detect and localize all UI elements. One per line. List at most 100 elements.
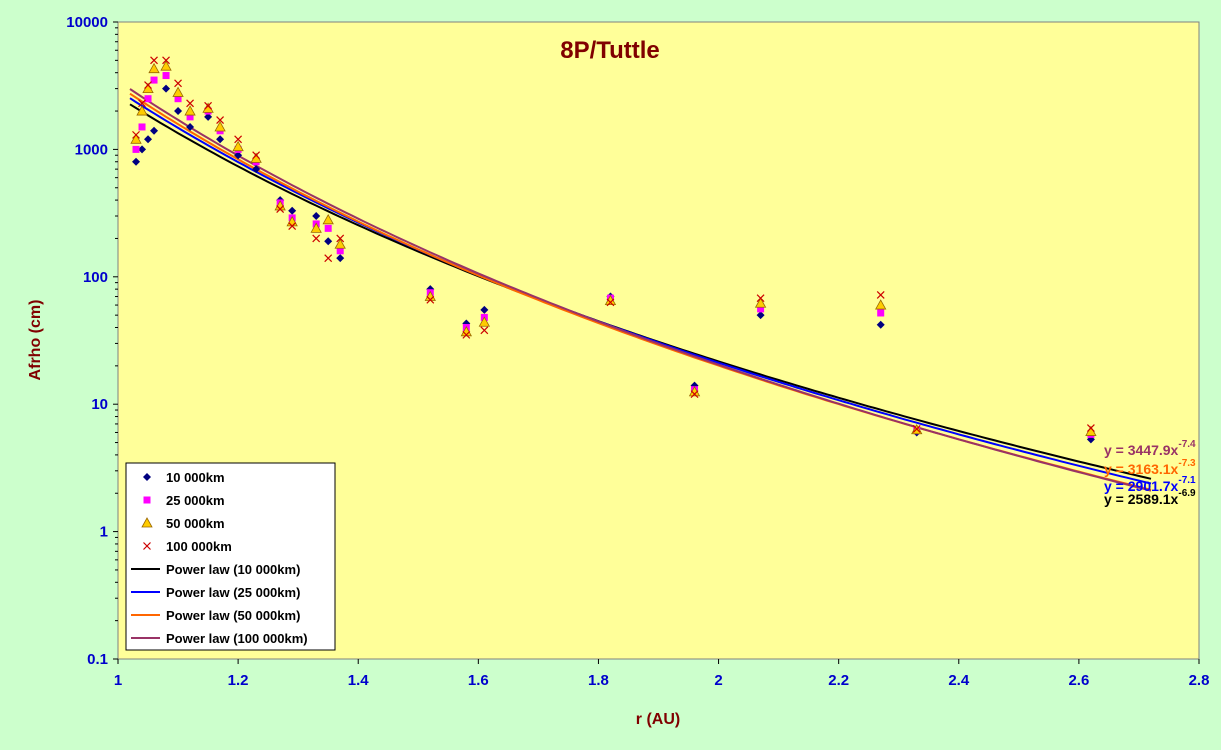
data-point <box>310 222 322 233</box>
data-point <box>1086 424 1095 432</box>
fit-equation-exponent: -7.1 <box>1178 475 1196 486</box>
y-tick-label: 1 <box>100 524 108 541</box>
y-axis-label: Afrho (cm) <box>27 300 44 381</box>
data-point <box>162 72 170 80</box>
data-point <box>174 95 182 103</box>
data-point <box>162 56 170 65</box>
data-point <box>232 140 244 152</box>
legend-label: 10 000km <box>166 470 225 485</box>
data-point <box>690 390 699 399</box>
data-point <box>136 105 148 116</box>
legend-marker <box>141 517 153 528</box>
data-point <box>186 99 194 108</box>
data-point <box>875 299 887 310</box>
legend-marker <box>143 542 151 550</box>
fit-line <box>129 88 1152 492</box>
data-point <box>460 325 473 337</box>
data-point <box>138 123 146 131</box>
data-point <box>336 234 345 243</box>
data-point <box>877 309 885 317</box>
legend-box <box>125 462 336 651</box>
data-point <box>757 305 765 313</box>
data-point <box>184 105 196 116</box>
data-point <box>336 247 344 255</box>
data-point <box>324 254 333 263</box>
data-point <box>174 107 183 116</box>
fit-lines <box>129 88 1152 492</box>
x-tick-label: 1.6 <box>468 672 489 689</box>
data-point <box>312 234 321 243</box>
data-point <box>160 60 172 71</box>
legend-label: 50 000km <box>166 516 225 531</box>
data-point <box>132 130 140 139</box>
fit-equation-base: y = 3163.1x <box>1104 461 1179 477</box>
data-point <box>172 86 184 97</box>
data-point <box>162 84 171 93</box>
data-point <box>480 305 489 314</box>
data-point <box>214 121 226 132</box>
legend-label: 25 000km <box>166 493 225 508</box>
fit-equation-exponent: -7.3 <box>1178 458 1196 469</box>
y-tick-label: 100 <box>83 269 108 286</box>
data-point <box>144 95 152 103</box>
x-tick-label: 2.8 <box>1189 672 1210 689</box>
x-tick-label: 2 <box>714 672 722 689</box>
x-axis-label: r (AU) <box>636 711 680 728</box>
legend-label: Power law (10 000km) <box>166 562 300 577</box>
data-point <box>216 116 225 124</box>
data-point <box>148 62 160 74</box>
data-point <box>276 205 285 214</box>
data-point <box>150 76 158 84</box>
data-point <box>174 79 182 88</box>
data-point <box>322 214 334 225</box>
data-point <box>480 326 489 335</box>
x-tick-label: 2.4 <box>948 672 970 689</box>
data-point <box>324 237 333 246</box>
data-point <box>234 135 243 144</box>
data-point <box>204 101 213 110</box>
data-point <box>150 126 159 135</box>
x-tick-label: 2.6 <box>1068 672 1089 689</box>
y-tick-label: 1000 <box>75 141 108 158</box>
data-points <box>130 56 1097 444</box>
data-point <box>324 224 332 232</box>
y-tick-label: 0.1 <box>87 651 108 668</box>
legend-marker <box>143 496 151 504</box>
data-point <box>462 330 471 339</box>
legend-label: Power law (25 000km) <box>166 585 300 600</box>
fit-equation: y = 2589.1x-6.9 <box>1104 488 1196 507</box>
fit-equation-base: y = 3447.9x <box>1104 442 1179 458</box>
data-point <box>754 297 767 308</box>
x-tick-label: 1.2 <box>228 672 249 689</box>
data-point <box>138 145 147 154</box>
data-point <box>150 56 158 65</box>
data-point <box>288 206 297 215</box>
data-point <box>876 320 885 329</box>
data-point <box>144 135 153 144</box>
legend-marker <box>143 473 151 481</box>
data-point <box>478 316 491 327</box>
data-point <box>312 212 321 221</box>
fit-equation: y = 3163.1x-7.3 <box>1104 458 1196 477</box>
fit-equations: y = 2589.1x-6.9y = 2901.7x-7.1y = 3163.1… <box>1104 439 1196 507</box>
data-point <box>252 151 261 160</box>
data-point <box>334 238 346 249</box>
data-point <box>756 311 765 320</box>
chart-title: 8P/Tuttle <box>560 37 660 64</box>
data-point <box>756 294 765 303</box>
fit-equation-base: y = 2901.7x <box>1104 478 1179 494</box>
data-point <box>426 295 435 304</box>
data-point <box>144 81 152 89</box>
legend-label: Power law (100 000km) <box>166 631 308 646</box>
x-tick-label: 1.4 <box>348 672 370 689</box>
data-point <box>132 157 141 166</box>
legend-label: 100 000km <box>166 539 232 554</box>
fit-equation-exponent: -6.9 <box>1178 488 1196 499</box>
data-point <box>132 145 140 153</box>
x-tick-label: 1 <box>114 672 122 689</box>
data-point <box>138 99 146 108</box>
axes: 1 1.2 1.4 1.6 1.8 2 2.2 2.4 2.6 2.8 0.1 1 10 100 1000 1… <box>66 14 1209 689</box>
fit-equation: y = 3447.9x-7.4 <box>1104 439 1196 458</box>
